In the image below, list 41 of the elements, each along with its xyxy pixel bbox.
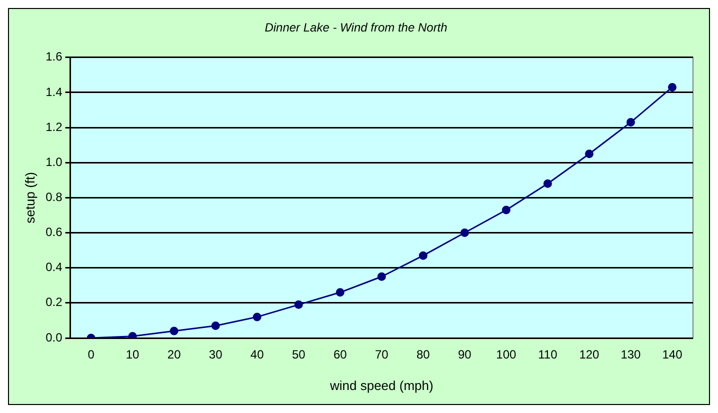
point — [252, 312, 262, 322]
y-tick-label: 0.4 — [46, 260, 63, 274]
x-tick-label: 60 — [333, 348, 348, 362]
x-tick-label: 110 — [538, 348, 558, 362]
x-tick-label: 30 — [208, 348, 223, 362]
x-tick-label: 80 — [416, 348, 430, 362]
x-tick-label: 130 — [620, 348, 642, 362]
y-tick-label: 1.4 — [46, 84, 63, 99]
point — [668, 82, 676, 92]
x-tick-label: 100 — [496, 348, 517, 362]
y-tick-label: 1.2 — [46, 120, 63, 134]
x-tick-label: 20 — [167, 348, 182, 362]
point — [502, 206, 510, 214]
y-tick-label: 1.0 — [46, 154, 63, 169]
x-tick-label: 70 — [374, 348, 389, 362]
x-tick-label: 140 — [662, 348, 683, 362]
x-axis-title: wind speed (mph) — [328, 378, 434, 393]
y-tick-label: 0.0 — [46, 330, 63, 344]
chart-title: Dinner Lake - Wind from the North — [264, 20, 448, 35]
point — [460, 228, 469, 238]
point — [543, 179, 552, 188]
x-tick-label: 40 — [250, 348, 264, 362]
x-tick-label: 50 — [292, 348, 306, 362]
point — [170, 326, 178, 336]
point — [294, 300, 303, 309]
point — [584, 150, 594, 158]
point — [211, 321, 220, 330]
point — [418, 251, 428, 260]
point — [377, 272, 386, 281]
x-tick-label: 120 — [579, 348, 600, 362]
point — [336, 288, 344, 297]
y-tick-label: 0.6 — [46, 225, 63, 240]
x-tick-label: 0 — [88, 348, 95, 362]
y-tick-label: 0.2 — [46, 295, 63, 310]
point — [626, 118, 635, 127]
y-tick-label: 0.8 — [46, 190, 63, 204]
x-tick-label: 90 — [458, 348, 472, 362]
y-axis-title: setup (ft) — [22, 172, 38, 224]
x-tick-label: 10 — [126, 348, 140, 362]
y-tick-label: 1.6 — [46, 50, 63, 64]
point — [128, 332, 137, 338]
